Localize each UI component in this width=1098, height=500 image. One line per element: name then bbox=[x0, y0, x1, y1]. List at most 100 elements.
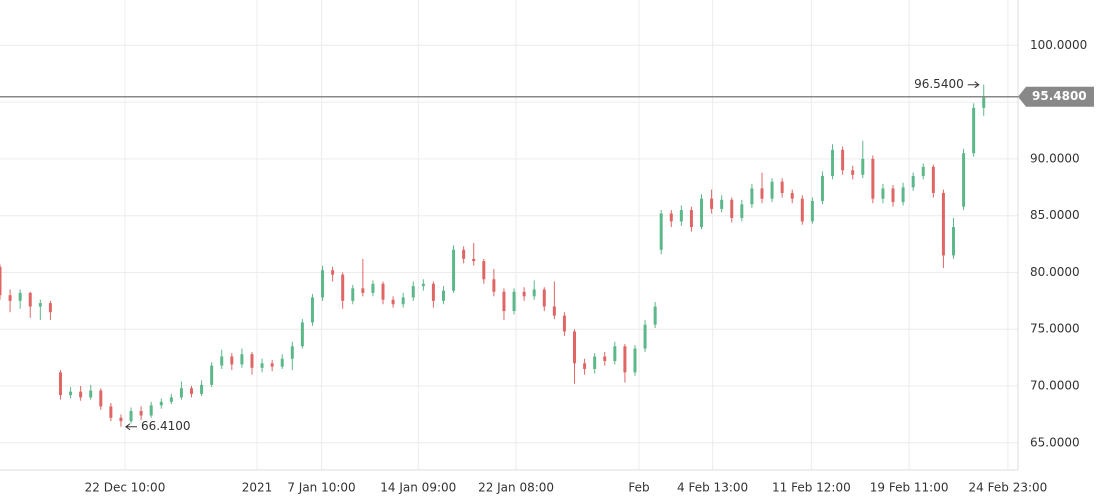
candle-body bbox=[351, 288, 355, 301]
candle-body bbox=[79, 391, 83, 398]
candle-body bbox=[492, 279, 496, 292]
max-arrow bbox=[967, 81, 980, 89]
candle-body bbox=[341, 274, 345, 301]
x-tick-label: 22 Jan 08:00 bbox=[478, 481, 554, 495]
candle-body bbox=[669, 213, 673, 222]
candle-body bbox=[720, 199, 724, 209]
candle-body bbox=[99, 390, 103, 407]
candle-body bbox=[593, 356, 597, 369]
candle-body bbox=[109, 406, 113, 418]
candle-body bbox=[623, 346, 627, 373]
candle-body bbox=[0, 266, 2, 296]
candle-body bbox=[532, 289, 536, 297]
candle-body bbox=[190, 388, 194, 394]
y-tick-label: 70.0000 bbox=[1030, 378, 1080, 392]
y-tick-label: 80.0000 bbox=[1030, 265, 1080, 279]
candle-body bbox=[119, 417, 123, 422]
y-tick-label: 65.0000 bbox=[1030, 435, 1080, 449]
candle-body bbox=[881, 188, 885, 199]
candle-body bbox=[800, 198, 804, 222]
candle-body bbox=[260, 363, 264, 368]
candle-body bbox=[462, 249, 466, 259]
x-tick-label: 22 Dec 10:00 bbox=[85, 481, 166, 495]
candle-body bbox=[159, 401, 163, 406]
candle-body bbox=[139, 410, 143, 416]
candle-body bbox=[89, 390, 93, 398]
y-tick-label: 75.0000 bbox=[1030, 322, 1080, 336]
x-tick-label: 24 Feb 23:00 bbox=[969, 481, 1048, 495]
candle-body bbox=[250, 354, 254, 368]
candle-body bbox=[542, 289, 546, 307]
min-label: 66.4100 bbox=[141, 419, 191, 433]
candle-body bbox=[710, 198, 714, 209]
candle-body bbox=[659, 213, 663, 250]
candle-body bbox=[28, 292, 32, 307]
candle-body bbox=[891, 188, 895, 203]
candle-body bbox=[951, 227, 955, 256]
candle-body bbox=[871, 158, 875, 199]
candle-body bbox=[603, 356, 607, 362]
x-tick-label: 11 Feb 12:00 bbox=[772, 481, 851, 495]
candle-body bbox=[129, 410, 133, 422]
candle-body bbox=[972, 107, 976, 154]
x-tick-label: 14 Jan 09:00 bbox=[380, 481, 456, 495]
candle-body bbox=[331, 270, 335, 275]
candle-body bbox=[431, 283, 435, 301]
candle-body bbox=[679, 210, 683, 222]
candle-body bbox=[321, 270, 325, 298]
x-tick-label: 7 Jan 10:00 bbox=[287, 481, 355, 495]
candle-body bbox=[401, 297, 405, 305]
max-label: 96.5400 bbox=[914, 77, 964, 91]
candle-body bbox=[562, 315, 566, 332]
price-tag-label: 95.4800 bbox=[1032, 89, 1087, 103]
candle-body bbox=[18, 292, 22, 301]
candle-body bbox=[48, 303, 52, 313]
candle-body bbox=[441, 290, 445, 301]
candle-body bbox=[290, 346, 294, 359]
candle-body bbox=[149, 405, 153, 416]
candle-body bbox=[730, 199, 734, 218]
candle-body bbox=[280, 358, 284, 367]
candle-body bbox=[200, 384, 204, 394]
candle-body bbox=[361, 288, 365, 293]
candle-body bbox=[210, 365, 214, 385]
candle-body bbox=[58, 372, 62, 396]
candle-body bbox=[69, 391, 73, 396]
candle-body bbox=[411, 286, 415, 298]
candle-body bbox=[421, 283, 425, 287]
candle-body bbox=[810, 200, 814, 222]
candle-body bbox=[841, 149, 845, 171]
x-tick-label: 4 Feb 13:00 bbox=[677, 481, 748, 495]
candle-body bbox=[381, 283, 385, 300]
price-tag bbox=[1018, 86, 1094, 107]
x-tick-label: 2021 bbox=[242, 481, 273, 495]
candle-body bbox=[482, 261, 486, 280]
candle-body bbox=[573, 331, 577, 364]
candle-body bbox=[502, 291, 506, 312]
candle-body bbox=[861, 158, 865, 175]
candle-body bbox=[179, 388, 183, 398]
candle-body bbox=[371, 283, 375, 293]
candle-body bbox=[472, 258, 476, 262]
candle-body bbox=[633, 348, 637, 373]
candle-body bbox=[452, 249, 456, 291]
candle-body bbox=[522, 291, 526, 297]
candle-body bbox=[750, 188, 754, 205]
candle-body bbox=[300, 322, 304, 347]
candle-body bbox=[643, 324, 647, 349]
candle-body bbox=[220, 356, 224, 366]
candle-body bbox=[901, 187, 905, 203]
candle-body bbox=[38, 303, 42, 307]
y-tick-label: 90.0000 bbox=[1030, 151, 1080, 165]
candle-body bbox=[700, 198, 704, 228]
y-tick-label: 85.0000 bbox=[1030, 208, 1080, 222]
candle-body bbox=[391, 299, 395, 305]
candle-body bbox=[653, 306, 657, 325]
candle-body bbox=[780, 181, 784, 193]
candle-body bbox=[740, 204, 744, 218]
candle-body bbox=[911, 175, 915, 188]
candle-body bbox=[613, 346, 617, 362]
candle-body bbox=[831, 149, 835, 176]
candle-body bbox=[583, 363, 587, 369]
